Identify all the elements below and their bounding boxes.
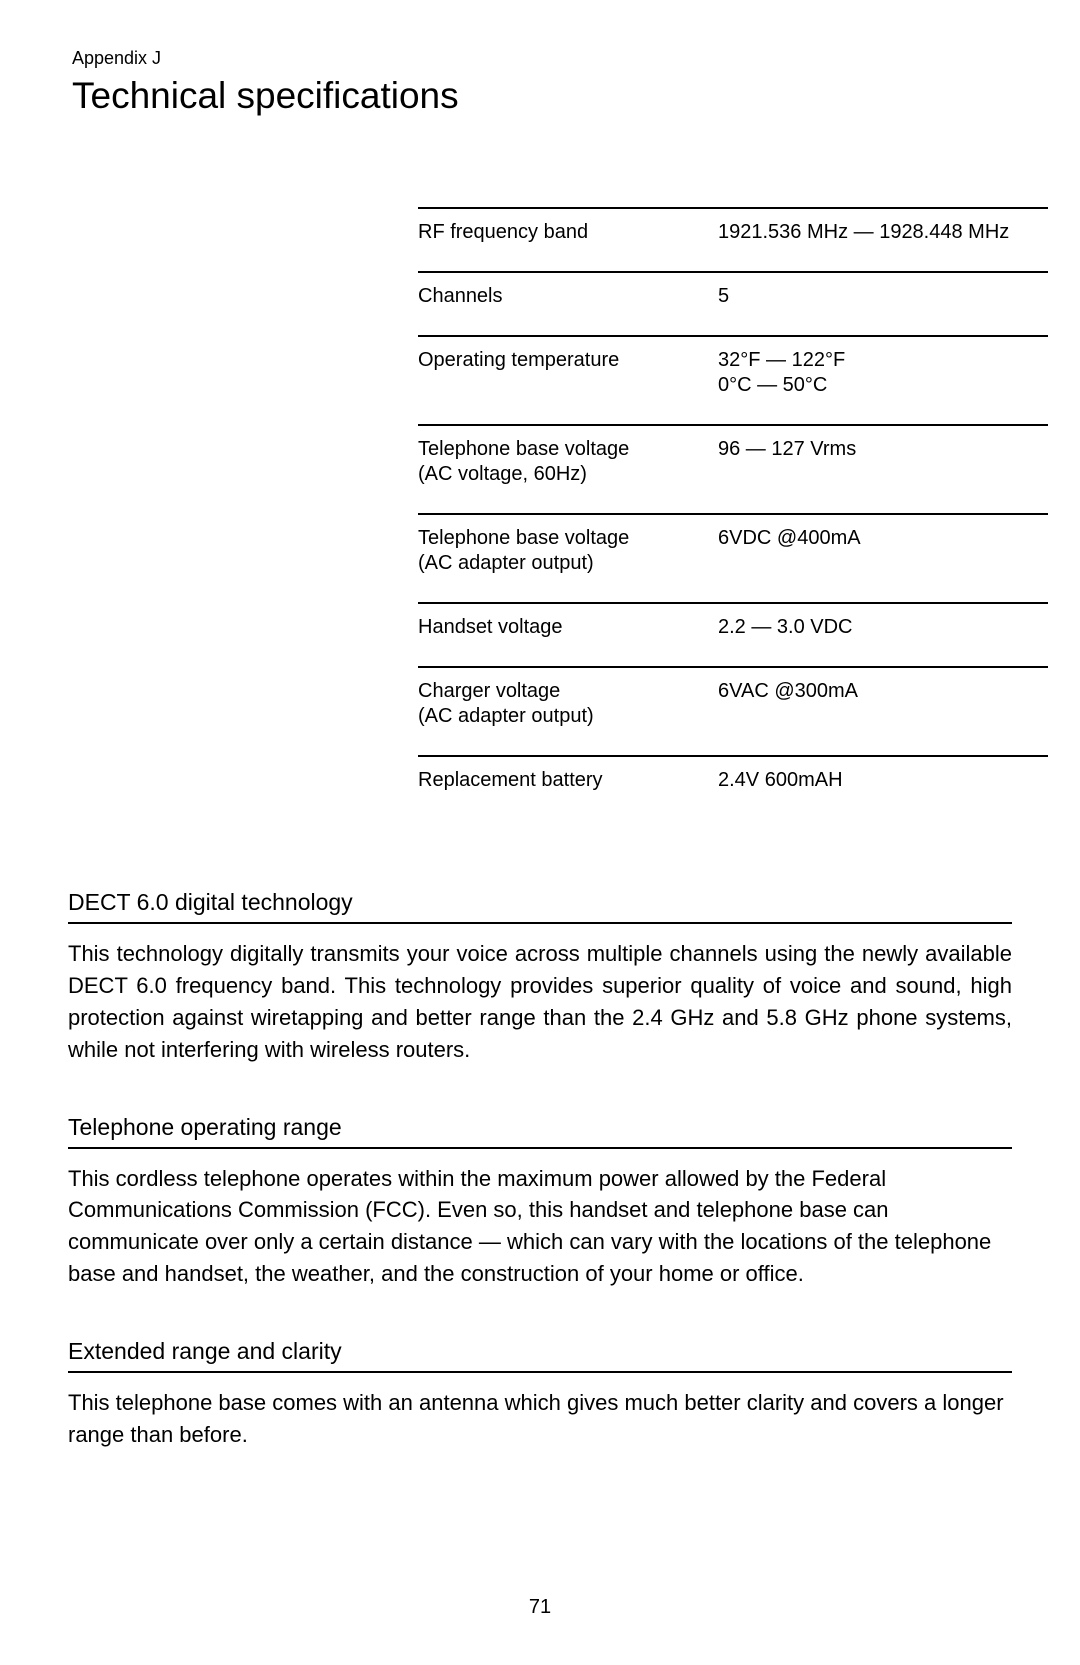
table-row: Replacement battery2.4V 600mAH	[418, 756, 1048, 819]
spec-label: RF frequency band	[418, 208, 718, 272]
spec-value: 6VDC @400mA	[718, 514, 1048, 603]
section-body: This technology digitally transmits your…	[68, 938, 1012, 1066]
table-row: Operating temperature32°F — 122°F0°C — 5…	[418, 336, 1048, 425]
spec-label: Telephone base voltage(AC adapter output…	[418, 514, 718, 603]
table-row: Channels5	[418, 272, 1048, 336]
spec-value: 32°F — 122°F0°C — 50°C	[718, 336, 1048, 425]
spec-label: Channels	[418, 272, 718, 336]
section-body: This cordless telephone operates within …	[68, 1163, 1012, 1291]
spec-label: Handset voltage	[418, 603, 718, 667]
page-number: 71	[0, 1596, 1080, 1619]
spec-value: 2.4V 600mAH	[718, 756, 1048, 819]
spec-label: Charger voltage(AC adapter output)	[418, 667, 718, 756]
section: Telephone operating range This cordless t…	[68, 1114, 1012, 1291]
spec-value: 5	[718, 272, 1048, 336]
table-row: Charger voltage(AC adapter output)6VAC @…	[418, 667, 1048, 756]
spec-value: 1921.536 MHz — 1928.448 MHz	[718, 208, 1048, 272]
spec-label: Telephone base voltage(AC voltage, 60Hz)	[418, 425, 718, 514]
table-row: Handset voltage2.2 — 3.0 VDC	[418, 603, 1048, 667]
spec-value: 2.2 — 3.0 VDC	[718, 603, 1048, 667]
spec-table: RF frequency band1921.536 MHz — 1928.448…	[418, 207, 1048, 819]
section-heading: DECT 6.0 digital technology	[68, 889, 1012, 924]
table-row: Telephone base voltage(AC voltage, 60Hz)…	[418, 425, 1048, 514]
spec-value: 6VAC @300mA	[718, 667, 1048, 756]
table-row: Telephone base voltage(AC adapter output…	[418, 514, 1048, 603]
spec-label: Replacement battery	[418, 756, 718, 819]
section-heading: Telephone operating range	[68, 1114, 1012, 1149]
section-body: This telephone base comes with an antenn…	[68, 1387, 1012, 1451]
section: DECT 6.0 digital technology This technolo…	[68, 889, 1012, 1066]
appendix-label: Appendix J	[72, 48, 1012, 69]
page-title: Technical specifications	[72, 75, 1012, 117]
section: Extended range and clarity This telephone…	[68, 1338, 1012, 1451]
spec-value: 96 — 127 Vrms	[718, 425, 1048, 514]
table-row: RF frequency band1921.536 MHz — 1928.448…	[418, 208, 1048, 272]
section-heading: Extended range and clarity	[68, 1338, 1012, 1373]
spec-label: Operating temperature	[418, 336, 718, 425]
